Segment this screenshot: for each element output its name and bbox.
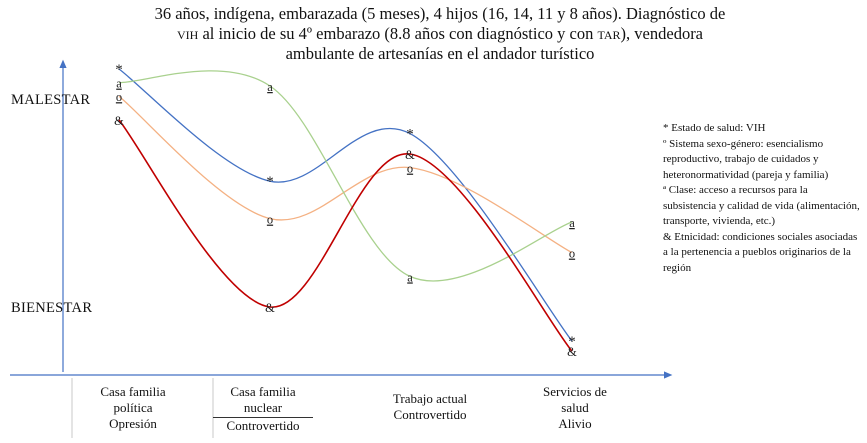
legend-item-clase: ª Clase: acceso a recursos para la subsi… [663, 184, 863, 227]
marker-etnicidad-3: & [567, 345, 577, 359]
marker-sistema-sexo-genero-1: o [267, 213, 273, 227]
title-line-2-end: ), vendedora [620, 24, 704, 43]
category-line: salud [561, 400, 589, 415]
title-line-3: ambulante de artesanías en el andador tu… [285, 44, 595, 63]
category-casa-familia-politica: Casa familia política Opresión [84, 384, 182, 432]
category-line: Casa familia [100, 384, 166, 399]
legend: * Estado de salud: VIH º Sistema sexo-gé… [663, 121, 863, 276]
marker-clase-3: a [569, 216, 575, 230]
category-line: Controvertido [393, 407, 467, 422]
marker-sistema-sexo-genero-0: o [116, 90, 122, 104]
category-line: política [113, 400, 153, 415]
marker-clase-1: a [267, 80, 273, 94]
title-line-1: 36 años, indígena, embarazada (5 meses),… [154, 4, 726, 23]
title-line-2-mid: al inicio de su 4º embarazo (8.8 años co… [198, 24, 598, 43]
marker-etnicidad-0: & [114, 114, 124, 128]
legend-item-sexo-genero: º Sistema sexo-género: esencialismo repr… [663, 137, 829, 181]
series-line-clase [118, 70, 573, 282]
category-line: Alivio [558, 416, 592, 431]
marker-clase-0: a [116, 77, 122, 91]
marker-estado-de-salud-vih-3: * [568, 334, 576, 350]
marker-estado-de-salud-vih-2: * [406, 127, 414, 143]
title-tar: tar [597, 24, 621, 43]
marker-sistema-sexo-genero-2: o [407, 162, 413, 176]
category-line: Trabajo actual [392, 391, 468, 406]
title-line-2: vih al inicio de su 4º embarazo (8.8 año… [60, 24, 820, 44]
legend-item-salud: * Estado de salud: VIH [663, 122, 766, 134]
marker-estado-de-salud-vih-1: * [266, 174, 274, 190]
series-line-sistema-sexo-genero [118, 95, 573, 254]
category-line: Opresión [109, 416, 157, 431]
marker-estado-de-salud-vih-0: * [115, 62, 123, 78]
marker-etnicidad-1: & [265, 301, 275, 315]
title-vih: vih [176, 24, 199, 43]
series-line-estado-de-salud-vih [118, 68, 573, 342]
diagram-title: 36 años, indígena, embarazada (5 meses),… [60, 4, 820, 64]
marker-sistema-sexo-genero-3: o [569, 247, 575, 261]
y-label-malestar: MALESTAR [11, 92, 91, 108]
legend-item-etnicidad: & Etnicidad: condiciones sociales asocia… [663, 230, 861, 274]
series-line-etnicidad [118, 119, 573, 352]
marker-etnicidad-2: & [405, 148, 415, 162]
y-label-bienestar: BIENESTAR [11, 300, 93, 316]
category-servicios-salud: Servicios de salud Alivio [525, 384, 625, 432]
category-line: nuclear [213, 400, 313, 418]
category-casa-familia-nuclear: Casa familia nuclear Controvertido [213, 384, 313, 434]
category-line: Servicios de [543, 384, 607, 399]
category-line: Controvertido [226, 418, 300, 433]
marker-clase-2: a [407, 270, 413, 284]
category-line: Casa familia [230, 384, 296, 399]
category-trabajo-actual: Trabajo actual Controvertido [380, 391, 480, 423]
